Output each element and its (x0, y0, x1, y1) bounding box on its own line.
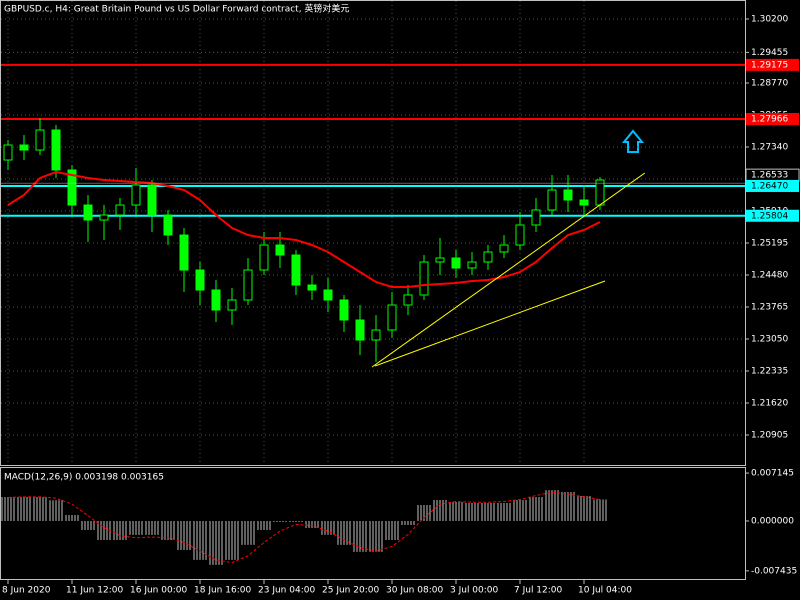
x-tick-label: 7 Jul 12:00 (514, 586, 563, 596)
candle-body (563, 189, 573, 201)
level-box (746, 209, 799, 222)
candle-body (371, 329, 381, 341)
level-label: 1.26470 (751, 181, 788, 191)
candle-body (115, 204, 125, 216)
candle-body (419, 261, 429, 296)
candle-body (499, 244, 509, 253)
y-tick-label: 1.22335 (751, 367, 788, 377)
x-tick-label: 30 Jun 08:00 (386, 586, 443, 596)
y-tick-label: 1.23050 (751, 335, 788, 345)
x-tick-label: 8 Jun 2020 (2, 586, 51, 596)
x-tick-label: 3 Jul 00:00 (450, 586, 499, 596)
candle-body (515, 224, 525, 246)
candle-body (227, 299, 237, 311)
candle-body (483, 251, 493, 263)
candle-body (83, 204, 93, 221)
candle-body (339, 299, 349, 321)
signal-line (7, 491, 601, 564)
x-tick-label: 10 Jul 04:00 (578, 586, 632, 596)
candle-body (579, 199, 589, 206)
candle-body (547, 189, 557, 211)
candle-body (355, 319, 365, 341)
candle-body (99, 214, 109, 221)
trend-line (371, 172, 646, 368)
candle-body (243, 269, 253, 301)
y-tick-label: 1.24480 (751, 271, 788, 281)
candle-body (179, 234, 189, 271)
y-tick-label: 1.23765 (751, 303, 788, 313)
x-tick-label: 16 Jun 00:00 (130, 586, 187, 596)
candle-body (387, 304, 397, 331)
candle-body (451, 257, 461, 269)
candle-body (467, 261, 477, 269)
candle-body (147, 184, 157, 216)
level-box (746, 179, 799, 192)
level-box (746, 113, 799, 126)
trend-line (374, 280, 606, 367)
candle-body (35, 129, 45, 151)
x-tick-label: 18 Jun 16:00 (194, 586, 251, 596)
y-tick-label: 0.000000 (751, 516, 794, 526)
buy-arrow (621, 129, 645, 153)
candle-body (275, 244, 285, 256)
x-tick-label: 25 Jun 20:00 (322, 586, 379, 596)
current-price-label: 1.26533 (751, 171, 788, 181)
y-tick-label: 1.21620 (751, 399, 788, 409)
x-tick-label: 23 Jun 04:00 (258, 586, 315, 596)
y-tick-label: 1.29455 (751, 48, 788, 58)
candle-body (259, 244, 269, 271)
level-label: 1.29175 (751, 60, 788, 70)
y-tick-label: -0.007435 (751, 566, 797, 576)
y-tick-label: 1.28770 (751, 79, 788, 89)
candle-body (19, 144, 29, 151)
y-tick-label: 0.007145 (751, 469, 794, 479)
candle-body (131, 184, 141, 206)
chart-title: GBPUSD.c, H4: Great Britain Pound vs US … (4, 3, 349, 15)
candle-body (307, 284, 317, 291)
x-tick-label: 11 Jun 12:00 (66, 586, 123, 596)
level-box (746, 58, 799, 71)
candle-body (163, 214, 173, 236)
macd-frame (0, 467, 746, 580)
candle-body (403, 294, 413, 306)
candle-body (435, 257, 445, 263)
candle-body (211, 289, 221, 311)
candle-body (595, 179, 605, 206)
candle-body (51, 129, 61, 171)
candle-body (291, 254, 301, 286)
candle-body (531, 209, 541, 226)
candle-body (3, 144, 13, 161)
moving-average (7, 170, 601, 289)
level-label: 1.25804 (751, 211, 788, 221)
y-tick-label: 1.27340 (751, 143, 788, 153)
y-tick-label: 1.20905 (751, 431, 788, 441)
candle-body (67, 169, 77, 206)
candle-body (323, 289, 333, 301)
candle-body (195, 269, 205, 291)
y-tick-label: 1.30200 (751, 15, 788, 25)
macd-title: MACD(12,26,9) 0.003198 0.003165 (4, 473, 164, 483)
y-tick-label: 1.25195 (751, 239, 788, 249)
price-frame (0, 0, 746, 466)
level-label: 1.27966 (751, 115, 788, 125)
